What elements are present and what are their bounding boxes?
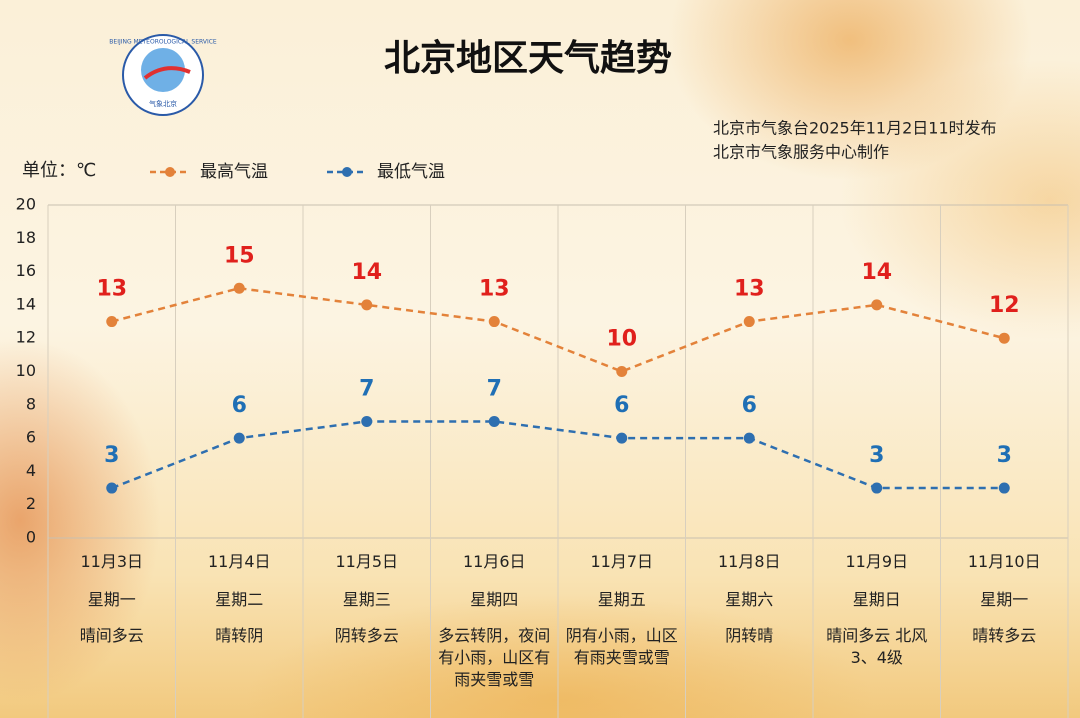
x-tick-label: 11月5日 bbox=[335, 552, 399, 571]
unit-label: 单位：℃ bbox=[22, 160, 96, 181]
logo-swoosh bbox=[143, 66, 191, 80]
data-label: 12 bbox=[989, 293, 1020, 318]
note: 北京市气象台2025年11月2日11时发布 bbox=[713, 119, 997, 138]
data-point bbox=[488, 415, 500, 427]
data-point bbox=[998, 332, 1010, 344]
weather: 晴转阴 bbox=[215, 626, 264, 645]
weather: 晴间多云 北风3、4级 bbox=[826, 626, 928, 667]
weekday: 星期四 bbox=[470, 590, 519, 609]
data-point bbox=[488, 316, 500, 328]
data-label: 13 bbox=[479, 277, 510, 302]
weekday: 星期二 bbox=[215, 590, 264, 609]
series: 13 15 14 13 10 13 14 12 bbox=[96, 243, 1020, 377]
data-point bbox=[998, 482, 1010, 494]
data-label: 7 bbox=[359, 376, 374, 401]
data-label: 6 bbox=[742, 393, 757, 418]
weather: 阴有小雨，山区有雨夹雪或雪 bbox=[565, 626, 678, 667]
x-tick-label: 11月4日 bbox=[207, 552, 271, 571]
data-point bbox=[233, 282, 245, 294]
weather: 晴转多云 bbox=[972, 626, 1037, 645]
y-tick-label: 8 bbox=[26, 394, 36, 413]
legend-label: 最低气温 bbox=[377, 162, 445, 182]
y-tick-label: 14 bbox=[16, 294, 36, 313]
weekday: 星期一 bbox=[980, 590, 1029, 609]
weather: 多云转阴，夜间有小雨，山区有雨夹雪或雪 bbox=[438, 626, 551, 689]
data-label: 15 bbox=[224, 243, 255, 268]
logo-text: 气象北京 bbox=[149, 99, 177, 108]
data-label: 10 bbox=[606, 327, 637, 352]
data-point bbox=[361, 415, 373, 427]
x-tick-label: 11月10日 bbox=[967, 552, 1041, 571]
series-line bbox=[111, 420, 1005, 490]
chart-title: 北京地区天气趋势 bbox=[384, 37, 672, 79]
weekday: 星期日 bbox=[852, 590, 901, 609]
data-point bbox=[106, 482, 118, 494]
x-tick-label: 11月6日 bbox=[462, 552, 526, 571]
data-point bbox=[616, 366, 628, 377]
data-label: 7 bbox=[487, 376, 502, 401]
data-point bbox=[871, 482, 883, 494]
y-tick-label: 0 bbox=[26, 528, 36, 547]
legend-marker bbox=[342, 167, 352, 177]
y-tick-label: 10 bbox=[16, 361, 36, 380]
data-label: 13 bbox=[96, 277, 127, 302]
x-tick-label: 11月7日 bbox=[590, 552, 654, 571]
weather: 晴间多云 bbox=[79, 626, 144, 645]
weather: 阴转多云 bbox=[334, 626, 399, 645]
note: 北京市气象服务中心制作 bbox=[713, 143, 889, 162]
data-point bbox=[743, 432, 755, 444]
weekday: 星期一 bbox=[87, 590, 136, 609]
data-label: 3 bbox=[997, 443, 1012, 468]
legend-label: 最高气温 bbox=[200, 162, 268, 182]
logo: BEIJING METEOROLOGICAL SERVICE 气象北京 bbox=[109, 34, 217, 116]
legend-marker bbox=[165, 167, 175, 177]
x-tick-label: 11月8日 bbox=[717, 552, 781, 571]
data-point bbox=[233, 432, 245, 444]
data-point bbox=[743, 316, 755, 328]
data-point bbox=[361, 299, 373, 311]
y-tick-label: 16 bbox=[16, 261, 36, 280]
series-line bbox=[111, 286, 1005, 373]
logo-text: BEIJING METEOROLOGICAL SERVICE bbox=[109, 39, 217, 46]
x-tick-label: 11月3日 bbox=[80, 552, 144, 571]
weekday: 星期五 bbox=[597, 590, 646, 609]
data-label: 3 bbox=[869, 443, 884, 468]
weekday: 星期六 bbox=[725, 590, 774, 609]
data-point bbox=[871, 299, 883, 311]
data-label: 14 bbox=[861, 260, 892, 285]
y-tick-label: 20 bbox=[16, 195, 36, 214]
x-tick-label: 11月9日 bbox=[845, 552, 909, 571]
data-label: 13 bbox=[734, 277, 765, 302]
y-tick-label: 18 bbox=[16, 228, 36, 247]
y-tick-label: 2 bbox=[26, 494, 36, 513]
data-label: 6 bbox=[614, 393, 629, 418]
data-point bbox=[616, 432, 628, 444]
data-point bbox=[106, 316, 118, 328]
series: 3 6 7 7 6 6 3 3 bbox=[104, 376, 1012, 494]
y-tick-label: 12 bbox=[16, 328, 36, 347]
y-tick-label: 4 bbox=[26, 461, 36, 480]
data-label: 6 bbox=[232, 393, 247, 418]
y-tick-label: 6 bbox=[26, 428, 36, 447]
data-label: 3 bbox=[104, 443, 119, 468]
weekday: 星期三 bbox=[342, 590, 391, 609]
data-label: 14 bbox=[351, 260, 382, 285]
weather: 阴转晴 bbox=[725, 626, 774, 645]
